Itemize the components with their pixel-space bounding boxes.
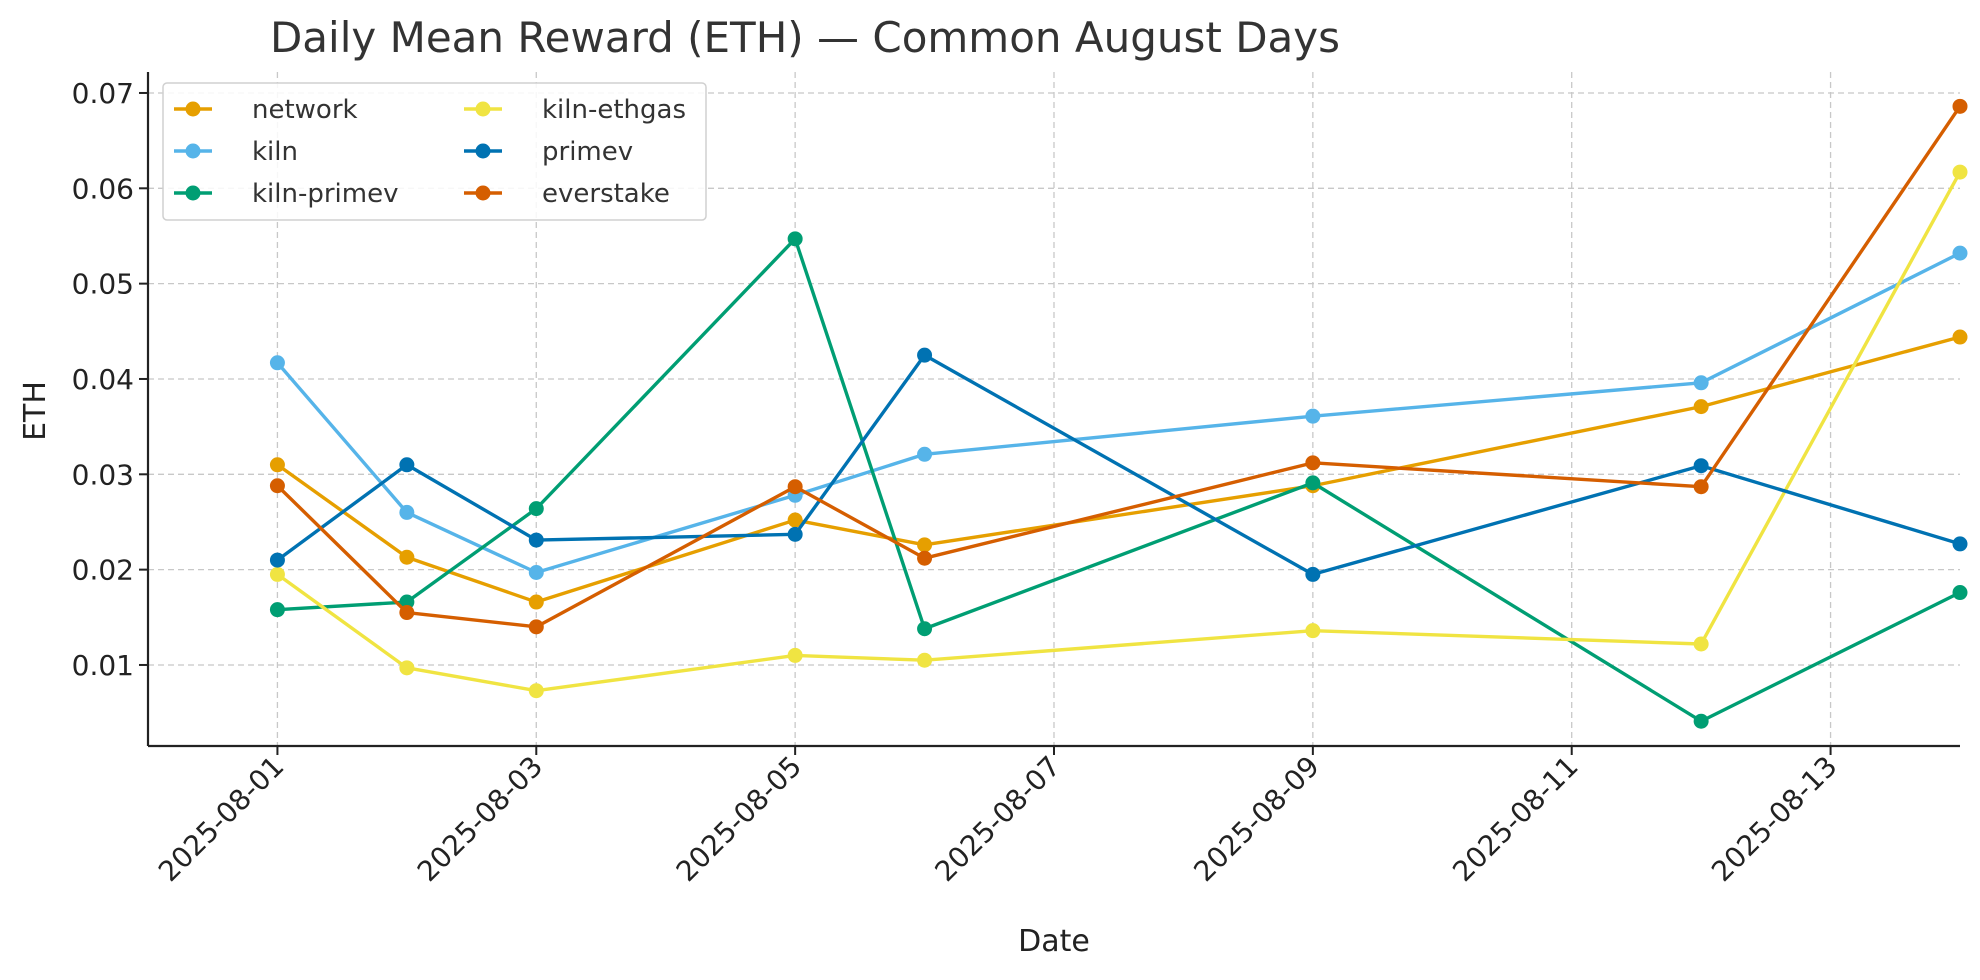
data-point-network bbox=[1693, 399, 1709, 415]
legend-label-kiln-primev: kiln-primev bbox=[252, 179, 399, 209]
legend: network kiln kiln-primev kiln-ethgas primev e… bbox=[162, 82, 707, 221]
data-point-kiln-primev bbox=[528, 501, 544, 517]
data-point-kiln bbox=[1305, 408, 1321, 424]
data-point-everstake bbox=[1952, 98, 1968, 114]
legend-marker-everstake bbox=[475, 185, 491, 201]
data-point-everstake bbox=[787, 479, 803, 495]
data-point-everstake bbox=[269, 478, 285, 494]
chart-title: Daily Mean Reward (ETH) — Common August … bbox=[270, 13, 1340, 62]
data-point-network bbox=[1952, 329, 1968, 345]
y-tick-label: 0.07 bbox=[72, 77, 134, 110]
data-point-kiln-ethgas bbox=[1305, 623, 1321, 639]
legend-label-everstake: everstake bbox=[542, 179, 670, 209]
data-point-kiln-primev bbox=[1305, 475, 1321, 491]
data-point-primev bbox=[528, 532, 544, 548]
legend-label-kiln: kiln bbox=[252, 137, 298, 167]
y-tick-label: 0.05 bbox=[72, 268, 134, 301]
legend-label-network: network bbox=[252, 95, 358, 125]
data-point-kiln-ethgas bbox=[787, 647, 803, 663]
legend-marker-kiln bbox=[185, 143, 201, 159]
x-tick-label: 2025-08-01 bbox=[152, 750, 290, 888]
data-point-primev bbox=[269, 552, 285, 568]
x-tick-label: 2025-08-09 bbox=[1187, 750, 1325, 888]
data-point-kiln-ethgas bbox=[528, 683, 544, 699]
data-point-kiln bbox=[1693, 375, 1709, 391]
y-axis-label: ETH bbox=[18, 381, 53, 441]
data-point-network bbox=[399, 549, 415, 565]
data-point-primev bbox=[1305, 566, 1321, 582]
data-point-network bbox=[787, 512, 803, 528]
data-point-kiln-ethgas bbox=[1693, 636, 1709, 652]
data-point-primev bbox=[1693, 458, 1709, 474]
series-line-everstake bbox=[275, 104, 1962, 629]
series-layer bbox=[269, 98, 1968, 729]
data-point-kiln bbox=[269, 355, 285, 371]
legend-marker-primev bbox=[475, 143, 491, 159]
y-tick-label: 0.06 bbox=[72, 172, 134, 205]
y-tick-label: 0.03 bbox=[72, 458, 134, 491]
legend-marker-network bbox=[185, 101, 201, 117]
data-point-network bbox=[917, 537, 933, 553]
data-point-kiln bbox=[399, 504, 415, 520]
y-tick-label: 0.04 bbox=[72, 363, 134, 396]
data-point-primev bbox=[1952, 536, 1968, 552]
y-tick-label: 0.01 bbox=[72, 649, 134, 682]
data-point-everstake bbox=[1305, 455, 1321, 471]
series-line-network bbox=[275, 335, 1962, 604]
x-tick-label: 2025-08-03 bbox=[411, 750, 549, 888]
legend-label-kiln-ethgas: kiln-ethgas bbox=[542, 95, 686, 125]
data-point-network bbox=[269, 457, 285, 473]
data-point-everstake bbox=[1693, 479, 1709, 495]
data-point-network bbox=[528, 594, 544, 610]
x-tick-label: 2025-08-11 bbox=[1446, 750, 1584, 888]
x-tick-label: 2025-08-13 bbox=[1705, 750, 1843, 888]
data-point-primev bbox=[917, 347, 933, 363]
x-tick-label: 2025-08-07 bbox=[929, 750, 1067, 888]
legend-marker-kiln-primev bbox=[185, 185, 201, 201]
data-point-kiln-ethgas bbox=[1952, 164, 1968, 180]
data-point-everstake bbox=[399, 605, 415, 621]
data-point-kiln-primev bbox=[787, 231, 803, 247]
data-point-primev bbox=[399, 457, 415, 473]
legend-label-primev: primev bbox=[542, 137, 633, 167]
series-line-kiln-primev bbox=[275, 237, 1962, 723]
data-point-kiln-ethgas bbox=[399, 660, 415, 676]
series-line-kiln-ethgas bbox=[275, 170, 1962, 693]
series-line-kiln bbox=[275, 251, 1962, 575]
data-point-kiln-primev bbox=[399, 594, 415, 610]
data-point-kiln-primev bbox=[269, 602, 285, 618]
data-point-kiln bbox=[1952, 245, 1968, 261]
data-point-kiln bbox=[528, 564, 544, 580]
data-point-everstake bbox=[528, 619, 544, 635]
legend-marker-kiln-ethgas bbox=[475, 101, 491, 117]
legend-box bbox=[162, 82, 707, 221]
data-point-everstake bbox=[917, 550, 933, 566]
data-point-kiln-primev bbox=[1952, 585, 1968, 601]
y-tick-label: 0.02 bbox=[72, 554, 134, 587]
data-point-kiln-ethgas bbox=[917, 652, 933, 668]
data-point-primev bbox=[787, 526, 803, 542]
data-point-kiln-primev bbox=[1693, 713, 1709, 729]
data-point-kiln bbox=[917, 446, 933, 462]
x-axis-label: Date bbox=[1018, 924, 1090, 959]
x-tick-label: 2025-08-05 bbox=[670, 750, 808, 888]
data-point-kiln-primev bbox=[917, 621, 933, 637]
data-point-kiln-ethgas bbox=[269, 566, 285, 582]
